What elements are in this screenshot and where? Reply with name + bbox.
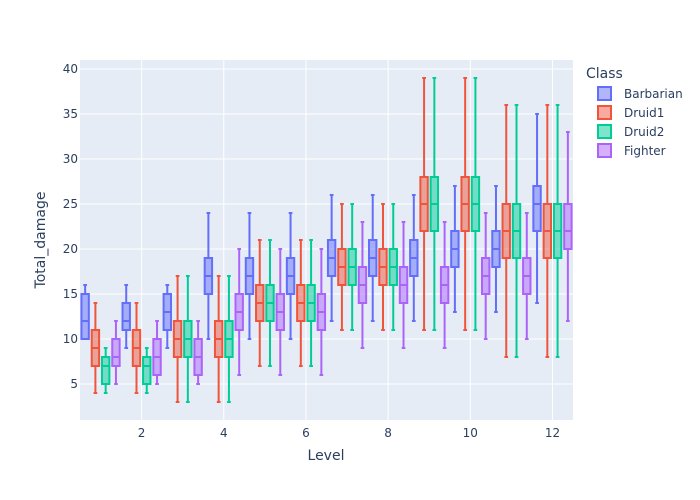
y-tick-label: 10 [63, 332, 78, 346]
box-barbarian-level-1 [80, 284, 90, 340]
box-druid2-level-12 [552, 104, 563, 358]
box-fighter-level-11 [522, 212, 532, 340]
box-druid2-level-9 [429, 77, 440, 331]
box-barbarian-level-4 [203, 212, 214, 340]
box-barbarian-level-11 [491, 185, 501, 313]
x-tick-label: 6 [302, 426, 310, 440]
box-druid2-level-3 [183, 275, 193, 403]
box-fighter-level-7 [357, 221, 368, 349]
iqr-box [80, 293, 90, 340]
box-druid1-level-11 [501, 104, 511, 358]
x-axis-ticks: 2 4 6 8 10 12 [138, 426, 560, 440]
box-druid1-level-8 [378, 203, 388, 331]
y-axis-ticks: 5 10 15 20 25 30 35 40 [63, 62, 78, 391]
box-barbarian-level-3 [162, 284, 172, 349]
legend-swatch [597, 86, 612, 101]
x-tick-label: 12 [545, 426, 560, 440]
box-druid1-level-10 [460, 77, 470, 331]
legend-item-druid2: Druid2 [597, 124, 664, 139]
box-druid2-level-7 [347, 203, 357, 331]
legend-label: Fighter [624, 144, 666, 158]
y-tick-label: 15 [63, 287, 78, 301]
box-druid1-level-1 [90, 302, 101, 394]
box-barbarian-level-12 [532, 113, 542, 304]
box-druid1-level-2 [131, 302, 142, 394]
plot-background [80, 60, 573, 420]
legend-swatch [597, 124, 612, 139]
legend-swatch [597, 105, 612, 120]
iqr-box [121, 302, 131, 331]
box-barbarian-level-9 [409, 194, 419, 322]
legend-label: Barbarian [624, 87, 683, 101]
x-axis-title: Level [308, 448, 345, 464]
iqr-box [563, 203, 573, 250]
box-druid2-level-1 [100, 347, 111, 394]
iqr-box [532, 185, 542, 232]
x-tick-label: 4 [220, 426, 228, 440]
iqr-box [100, 356, 111, 385]
y-tick-label: 5 [70, 377, 78, 391]
y-tick-label: 20 [63, 242, 78, 256]
box-druid2-level-5 [265, 239, 275, 367]
box-druid2-level-4 [224, 275, 234, 403]
grid-lines [80, 60, 573, 420]
box-fighter-level-12 [563, 131, 573, 322]
box-fighter-level-1 [111, 320, 121, 385]
box-druid1-level-7 [337, 203, 347, 331]
box-druid2-level-2 [142, 347, 152, 394]
box-druid1-level-9 [419, 77, 429, 331]
box-fighter-level-10 [481, 212, 491, 340]
legend-label: Druid2 [624, 125, 664, 139]
box-barbarian-level-5 [244, 212, 255, 340]
box-fighter-level-2 [152, 320, 162, 385]
y-tick-label: 25 [63, 197, 78, 211]
box-druid1-level-4 [213, 275, 224, 403]
box-fighter-level-9 [439, 221, 450, 349]
box-fighter-level-6 [316, 248, 327, 376]
x-tick-label: 8 [384, 426, 392, 440]
box-barbarian-level-2 [121, 284, 131, 349]
box-druid2-level-10 [470, 77, 481, 331]
iqr-box [111, 338, 121, 367]
box-barbarian-level-8 [368, 194, 378, 322]
box-group [80, 77, 573, 403]
box-barbarian-level-6 [285, 212, 296, 340]
legend-label: Druid1 [624, 106, 664, 120]
box-barbarian-level-10 [450, 185, 460, 313]
y-tick-label: 35 [63, 107, 78, 121]
box-druid1-level-12 [542, 104, 553, 358]
legend-title: Class [586, 66, 623, 82]
box-fighter-level-3 [193, 320, 203, 385]
x-tick-label: 2 [138, 426, 146, 440]
iqr-box [142, 356, 152, 385]
y-axis-title: Total_damage [33, 192, 49, 290]
legend: Class Barbarian Druid1 Druid2 Fighter [586, 66, 683, 158]
legend-item-barbarian: Barbarian [597, 86, 683, 101]
x-tick-label: 10 [463, 426, 478, 440]
box-barbarian-level-7 [326, 194, 337, 322]
box-druid1-level-3 [172, 275, 183, 403]
box-druid2-level-8 [388, 203, 398, 331]
box-fighter-level-5 [275, 248, 285, 376]
y-tick-label: 30 [63, 152, 78, 166]
box-fighter-level-8 [398, 221, 409, 349]
legend-item-fighter: Fighter [597, 143, 666, 158]
legend-swatch [597, 143, 612, 158]
legend-item-druid1: Druid1 [597, 105, 664, 120]
box-druid2-level-6 [306, 239, 316, 367]
box-druid1-level-6 [296, 239, 306, 367]
box-fighter-level-4 [234, 248, 244, 376]
box-druid1-level-5 [255, 239, 265, 367]
y-tick-label: 40 [63, 62, 78, 76]
box-druid2-level-11 [511, 104, 522, 358]
